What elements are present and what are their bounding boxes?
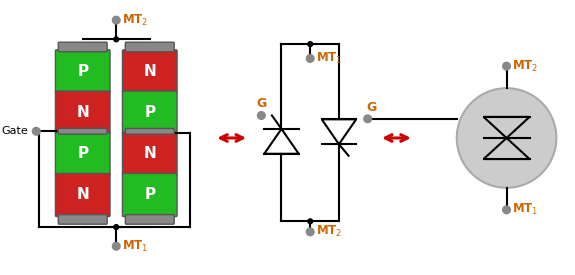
Circle shape [306,55,314,62]
Text: MT$_1$: MT$_1$ [512,202,539,217]
Text: N: N [76,188,89,202]
Circle shape [112,242,120,250]
Circle shape [112,16,120,24]
Text: N: N [143,64,156,79]
Circle shape [308,219,313,224]
FancyBboxPatch shape [125,214,174,224]
Text: Gate: Gate [1,126,28,136]
FancyBboxPatch shape [58,128,107,134]
FancyBboxPatch shape [58,214,107,224]
Text: P: P [144,188,155,202]
Text: G: G [366,101,377,114]
FancyBboxPatch shape [122,132,177,175]
FancyBboxPatch shape [122,91,177,134]
FancyBboxPatch shape [122,174,177,216]
FancyBboxPatch shape [122,50,177,93]
Text: MT$_2$: MT$_2$ [316,224,342,240]
Text: P: P [77,146,89,161]
FancyBboxPatch shape [55,174,110,216]
Text: N: N [143,146,156,161]
FancyBboxPatch shape [125,42,174,52]
FancyBboxPatch shape [55,50,110,93]
Circle shape [32,127,40,135]
Circle shape [503,206,511,214]
FancyBboxPatch shape [55,132,110,175]
Text: P: P [144,105,155,120]
Circle shape [114,37,118,42]
Text: P: P [77,64,89,79]
Circle shape [114,225,118,229]
Circle shape [308,42,313,46]
Circle shape [457,88,557,188]
Circle shape [258,112,265,119]
Text: MT$_1$: MT$_1$ [316,51,342,66]
Circle shape [503,62,511,70]
Circle shape [306,228,314,236]
Circle shape [364,115,371,123]
Text: MT$_1$: MT$_1$ [122,239,148,254]
Text: MT$_2$: MT$_2$ [122,13,148,28]
FancyBboxPatch shape [55,91,110,134]
FancyBboxPatch shape [125,128,174,134]
Text: MT$_2$: MT$_2$ [512,59,539,74]
Text: G: G [256,97,266,111]
Text: N: N [76,105,89,120]
FancyBboxPatch shape [58,42,107,52]
